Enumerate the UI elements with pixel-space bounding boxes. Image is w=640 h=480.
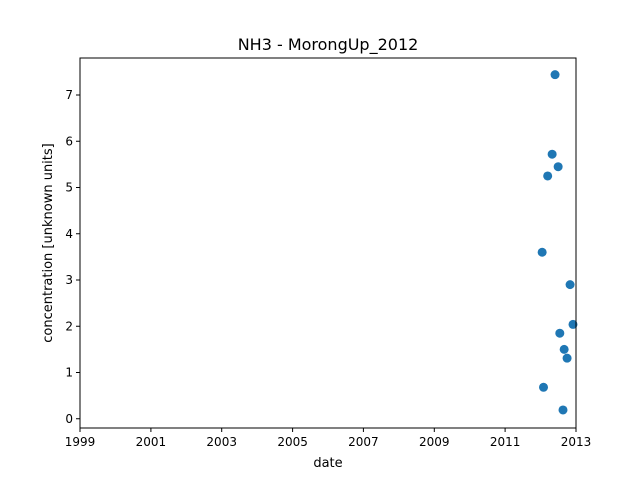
data-point (558, 405, 568, 415)
x-tick-label: 1999 (65, 435, 96, 449)
data-point (555, 328, 565, 338)
data-point (537, 247, 547, 257)
data-point (553, 162, 563, 172)
x-tick-label: 2011 (490, 435, 521, 449)
x-tick-label: 2001 (136, 435, 167, 449)
data-point (568, 319, 578, 329)
data-point (543, 171, 553, 181)
y-axis-label: concentration [unknown units] (41, 143, 56, 342)
x-axis-label: date (313, 456, 342, 471)
data-point (559, 344, 569, 354)
chart-title: NH3 - MorongUp_2012 (238, 35, 419, 55)
x-tick-label: 2007 (348, 435, 379, 449)
x-tick-label: 2003 (206, 435, 237, 449)
y-tick-label: 0 (65, 412, 73, 426)
y-tick-label: 6 (65, 134, 73, 148)
y-tick-label: 7 (65, 88, 73, 102)
y-tick-label: 4 (65, 227, 73, 241)
y-tick-label: 5 (65, 181, 73, 195)
x-tick-label: 2013 (561, 435, 592, 449)
data-point (562, 353, 572, 363)
axes-frame (79, 57, 577, 429)
x-tick-label: 2009 (419, 435, 450, 449)
y-tick-label: 1 (65, 366, 73, 380)
y-tick-label: 3 (65, 273, 73, 287)
data-point (547, 149, 557, 159)
y-tick-label: 2 (65, 319, 73, 333)
data-point (539, 382, 549, 392)
plot-area: 1999 2001 2003 2005 2007 2009 2011 2013 0 1 2 3 4 5 6 7 (65, 70, 592, 449)
data-point (550, 70, 560, 80)
data-point (565, 280, 575, 290)
x-tick-label: 2005 (277, 435, 308, 449)
